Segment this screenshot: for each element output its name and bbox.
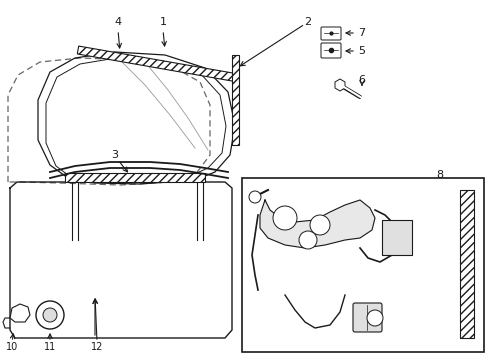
Circle shape [272,206,296,230]
Circle shape [36,301,64,329]
Text: 3: 3 [111,150,118,160]
Circle shape [366,310,382,326]
Polygon shape [260,200,374,248]
Circle shape [248,191,261,203]
Text: 7: 7 [357,28,365,38]
Circle shape [298,231,316,249]
FancyBboxPatch shape [352,303,381,332]
Text: 9: 9 [268,297,275,307]
Polygon shape [334,79,345,91]
Polygon shape [10,304,30,322]
Text: 12: 12 [91,342,103,352]
Bar [459,190,473,338]
FancyBboxPatch shape [320,43,340,58]
Bar [231,55,239,145]
Circle shape [309,215,329,235]
Text: 1: 1 [159,17,166,27]
Text: 10: 10 [6,342,18,352]
Text: 6: 6 [357,75,364,85]
Circle shape [43,308,57,322]
Polygon shape [77,46,238,82]
Bar [242,178,483,352]
FancyBboxPatch shape [320,27,340,40]
Text: 8: 8 [436,170,443,180]
Bar [65,173,204,182]
Bar [381,220,411,255]
Text: 5: 5 [357,46,364,56]
Text: 11: 11 [44,342,56,352]
Text: 4: 4 [114,17,122,27]
Text: 2: 2 [304,17,311,27]
